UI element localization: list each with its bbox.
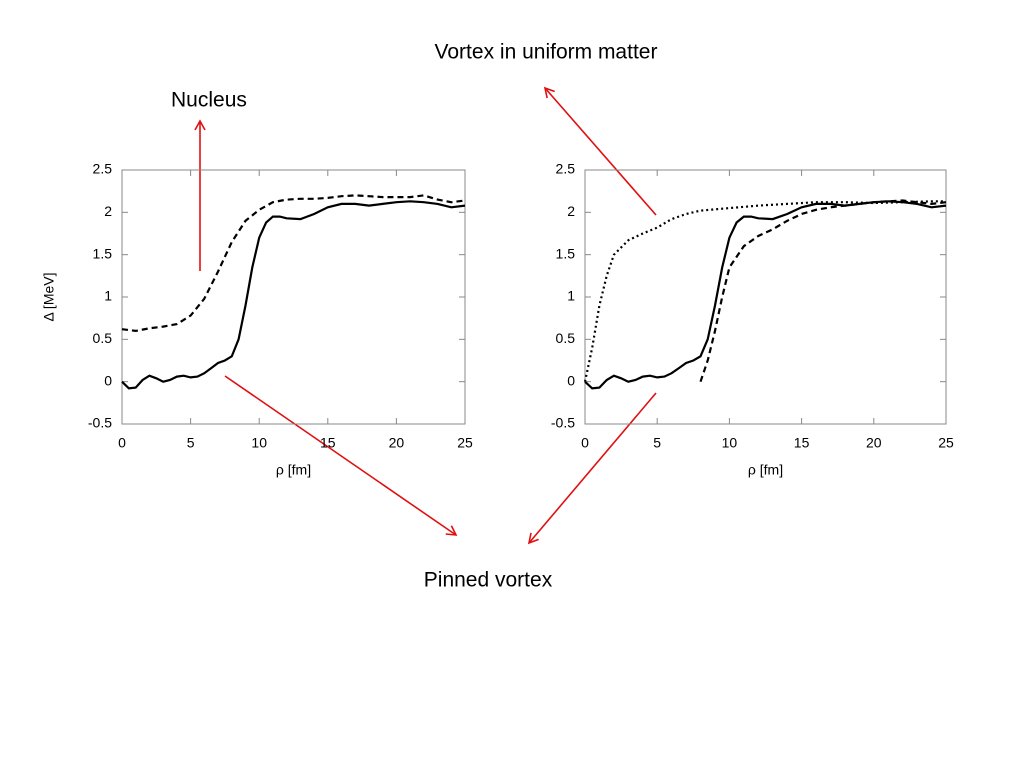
annotation: Vortex in uniform matter bbox=[435, 41, 658, 64]
annotation: Pinned vortex bbox=[424, 569, 553, 592]
data-line bbox=[121, 194, 466, 333]
y-tick-label: 2.5 bbox=[93, 161, 113, 177]
x-tick-label: 20 bbox=[866, 435, 882, 451]
data-line bbox=[584, 200, 947, 390]
y-tick-label: 1 bbox=[567, 288, 575, 304]
y-tick-label: -0.5 bbox=[551, 415, 575, 431]
y-axis-label: Δ [MeV] bbox=[41, 272, 57, 321]
arrow bbox=[543, 86, 657, 216]
y-tick-label: 2 bbox=[567, 203, 575, 219]
x-axis-label: ρ [fm] bbox=[276, 462, 311, 478]
y-tick-label: 2.5 bbox=[556, 161, 576, 177]
x-tick-label: 5 bbox=[187, 435, 195, 451]
y-tick-label: 0.5 bbox=[556, 330, 576, 346]
x-tick-label: 25 bbox=[938, 435, 954, 451]
x-tick-label: 25 bbox=[457, 435, 473, 451]
arrow bbox=[527, 392, 657, 545]
plot-frame bbox=[121, 169, 466, 425]
annotation: Nucleus bbox=[171, 89, 247, 112]
x-tick-label: 5 bbox=[653, 435, 661, 451]
y-tick-label: 0 bbox=[567, 372, 575, 388]
x-tick-label: 15 bbox=[794, 435, 810, 451]
data-line bbox=[583, 200, 946, 382]
x-axis-label: ρ [fm] bbox=[748, 462, 783, 478]
x-tick-label: 0 bbox=[581, 435, 589, 451]
plot-frame bbox=[584, 169, 947, 425]
y-tick-label: -0.5 bbox=[88, 415, 112, 431]
y-tick-label: 1.5 bbox=[556, 245, 576, 261]
y-tick-label: 1 bbox=[104, 288, 112, 304]
x-tick-label: 15 bbox=[320, 435, 336, 451]
y-tick-label: 2 bbox=[104, 203, 112, 219]
y-tick-label: 1.5 bbox=[93, 245, 113, 261]
x-tick-label: 0 bbox=[118, 435, 126, 451]
arrow bbox=[224, 375, 458, 536]
y-tick-label: 0 bbox=[104, 372, 112, 388]
arrows bbox=[194, 86, 657, 545]
y-tick-label: 0.5 bbox=[93, 330, 113, 346]
x-tick-label: 10 bbox=[722, 435, 738, 451]
x-tick-label: 10 bbox=[251, 435, 267, 451]
data-line bbox=[699, 199, 947, 383]
data-line bbox=[121, 200, 466, 390]
x-tick-label: 20 bbox=[389, 435, 405, 451]
